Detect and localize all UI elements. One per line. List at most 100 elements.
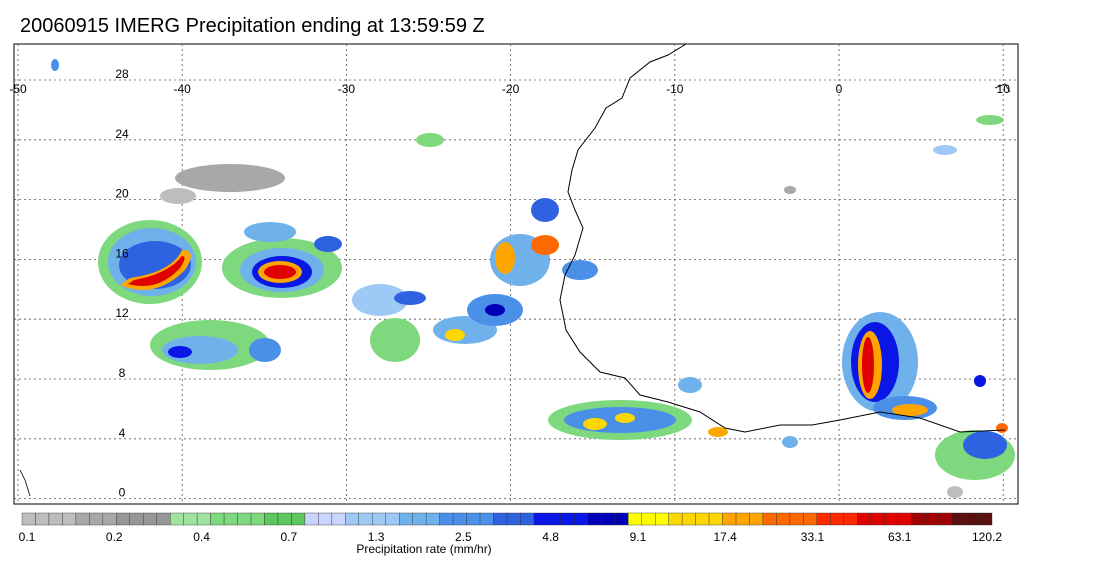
colorbar-swatch [520, 512, 535, 526]
colorbar-swatch [964, 512, 979, 526]
lon-tick-label: -50 [9, 82, 27, 96]
lat-tick-label: 0 [119, 486, 126, 500]
colorbar-swatch [749, 512, 764, 526]
colorbar-swatch [857, 512, 871, 526]
colorbar-swatch [75, 512, 90, 526]
colorbar-swatch [668, 512, 683, 526]
lat-tick-label: 8 [119, 366, 126, 380]
colorbar-swatch [264, 512, 279, 526]
colorbar-swatch [48, 512, 63, 526]
colorbar-tick: 2.5 [455, 530, 472, 544]
colorbar-swatch [196, 512, 211, 526]
colorbar-tick: 4.8 [542, 530, 559, 544]
lon-tick-label: -40 [174, 82, 192, 96]
colorbar-swatch [331, 512, 346, 526]
colorbar-swatch [722, 512, 737, 526]
colorbar-swatch [62, 512, 77, 526]
colorbar-swatch [345, 512, 360, 526]
colorbar-swatch [601, 512, 615, 526]
colorbar-swatch [237, 512, 252, 526]
colorbar-swatch [412, 512, 427, 526]
colorbar-tick: 1.3 [368, 530, 385, 544]
colorbar-swatch [628, 512, 642, 526]
map-title: 20060915 IMERG Precipitation ending at 1… [20, 15, 485, 37]
colorbar-swatch [937, 512, 952, 526]
colorbar-swatch [169, 512, 184, 526]
lon-tick-label: -10 [666, 82, 684, 96]
colorbar-swatch [789, 512, 804, 526]
colorbar-swatch [681, 512, 696, 526]
colorbar [21, 512, 993, 526]
colorbar-swatch [304, 512, 319, 526]
colorbar-swatch [479, 512, 494, 526]
colorbar-tick: 120.2 [972, 530, 1002, 544]
colorbar-tick: 0.2 [106, 530, 123, 544]
colorbar-swatch [439, 512, 454, 526]
colorbar-swatch [116, 512, 130, 526]
colorbar-swatch [910, 512, 925, 526]
colorbar-swatch [425, 512, 440, 526]
africa-coastline [559, 43, 1006, 433]
colorbar-swatch [708, 512, 723, 526]
colorbar-swatch [924, 512, 939, 526]
colorbar-swatch [762, 512, 777, 526]
colorbar-tick: 0.4 [193, 530, 210, 544]
colorbar-swatch [183, 512, 198, 526]
latitude-ticks: 28 24 20 16 12 8 4 0 [115, 67, 129, 500]
colorbar-swatch [372, 512, 386, 526]
colorbar-swatch [614, 512, 629, 526]
colorbar-swatch [277, 512, 292, 526]
colorbar-swatch [641, 512, 656, 526]
longitude-ticks: -50 -40 -30 -20 -10 0 10 [9, 82, 1010, 96]
colorbar-tick: 0.1 [19, 530, 36, 544]
colorbar-tick: 9.1 [630, 530, 647, 544]
colorbar-swatch [250, 512, 265, 526]
colorbar-label: Precipitation rate (mm/hr) [356, 542, 491, 556]
colorbar-swatch [951, 512, 966, 526]
lat-tick-label: 12 [115, 306, 129, 320]
colorbar-swatch [143, 512, 157, 526]
colorbar-swatch [21, 512, 36, 526]
colorbar-swatch [506, 512, 521, 526]
colorbar-swatch [574, 512, 589, 526]
colorbar-swatch [816, 512, 831, 526]
lat-tick-label: 24 [115, 127, 129, 141]
colorbar-swatch [897, 512, 912, 526]
colorbar-tick: 63.1 [888, 530, 912, 544]
colorbar-tick-labels: 0.1 0.2 0.4 0.7 1.3 2.5 4.8 9.1 17.4 33.1 63.1 120.… [19, 530, 1003, 544]
colorbar-swatch [654, 512, 669, 526]
lon-tick-label: -30 [338, 82, 356, 96]
colorbar-swatch [156, 512, 171, 526]
colorbar-swatch [830, 512, 845, 526]
colorbar-swatch [399, 512, 413, 526]
colorbar-swatch [291, 512, 306, 526]
colorbar-swatch [129, 512, 144, 526]
lon-tick-label: 0 [836, 82, 843, 96]
colorbar-swatch [102, 512, 117, 526]
colorbar-swatch [560, 512, 575, 526]
lat-tick-label: 20 [115, 187, 129, 201]
colorbar-swatch [803, 512, 818, 526]
lat-tick-label: 4 [119, 426, 126, 440]
colorbar-swatch [735, 512, 750, 526]
colorbar-swatch [547, 512, 562, 526]
colorbar-swatch [533, 512, 548, 526]
colorbar-swatch [223, 512, 238, 526]
colorbar-tick: 0.7 [280, 530, 297, 544]
colorbar-swatch [978, 512, 993, 526]
colorbar-swatch [843, 512, 858, 526]
colorbar-swatch [776, 512, 791, 526]
colorbar-swatch [493, 512, 508, 526]
colorbar-tick: 17.4 [714, 530, 738, 544]
colorbar-swatch [358, 512, 373, 526]
colorbar-swatch [89, 512, 104, 526]
colorbar-swatch [452, 512, 467, 526]
colorbar-swatch [695, 512, 710, 526]
lat-tick-label: 28 [115, 67, 129, 81]
colorbar-swatch [318, 512, 333, 526]
lat-tick-label: 16 [115, 246, 129, 260]
colorbar-swatch [466, 512, 481, 526]
lon-tick-label: 10 [997, 82, 1011, 96]
lon-tick-label: -20 [502, 82, 520, 96]
